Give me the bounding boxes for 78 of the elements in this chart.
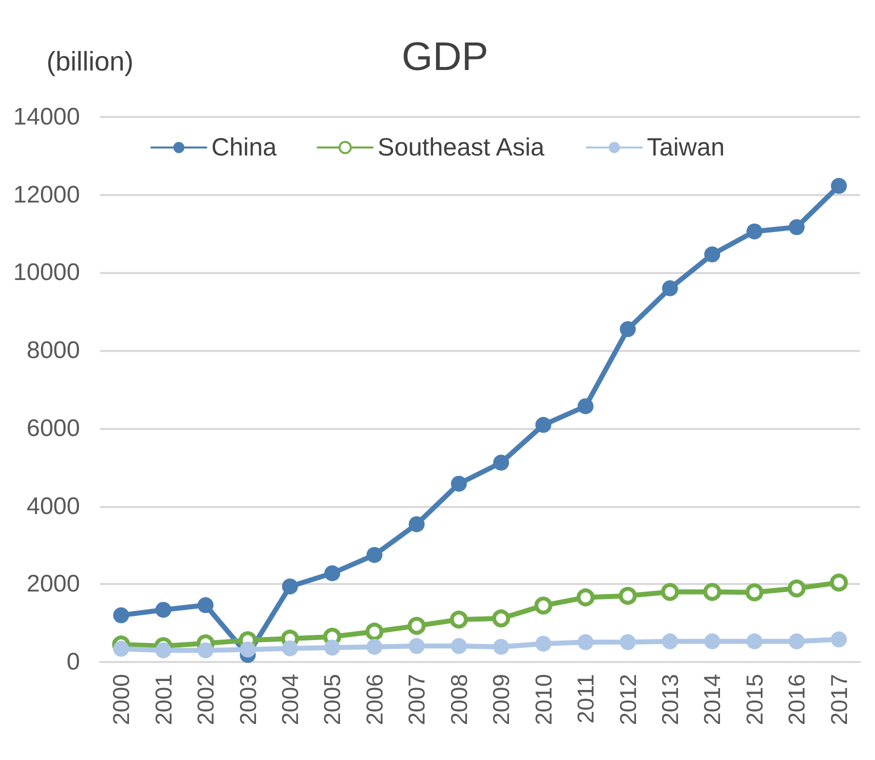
point <box>408 516 425 532</box>
x-tick-label: 2012 <box>614 674 641 726</box>
point <box>618 586 637 605</box>
legend-label: Southeast Asia <box>378 134 545 162</box>
y-tick-label: 8000 <box>26 337 80 364</box>
point <box>830 178 847 194</box>
point <box>703 582 722 601</box>
x-tick-label: 2005 <box>319 674 346 726</box>
y-tick-label: 12000 <box>13 181 80 208</box>
x-tick-label: 2001 <box>150 674 176 726</box>
point <box>661 582 679 601</box>
point <box>408 616 426 635</box>
point <box>366 638 382 655</box>
point <box>830 574 848 592</box>
y-tick-label: 4000 <box>26 492 80 520</box>
legend-label: China <box>211 134 277 162</box>
point <box>576 588 595 606</box>
point <box>746 633 762 650</box>
x-tick-label: 2016 <box>784 674 810 726</box>
point <box>704 246 720 262</box>
x-tick-label: 2008 <box>446 674 472 726</box>
point <box>746 223 762 240</box>
point <box>155 602 172 618</box>
point <box>493 454 510 471</box>
legend-label: Taiwan <box>646 134 725 162</box>
x-tick-label: 2000 <box>108 674 134 726</box>
point <box>240 642 256 658</box>
point <box>788 219 805 236</box>
point <box>662 633 678 650</box>
point <box>535 636 552 652</box>
point <box>578 634 594 650</box>
point <box>450 476 467 492</box>
point <box>282 640 298 656</box>
point <box>113 640 130 657</box>
point <box>282 578 298 594</box>
point <box>492 609 510 628</box>
x-tick-label: 2006 <box>361 674 388 726</box>
point <box>366 546 382 563</box>
point <box>408 638 425 654</box>
point <box>704 633 720 650</box>
point <box>662 280 678 296</box>
point <box>788 633 805 650</box>
point <box>324 640 340 656</box>
x-tick-label: 2004 <box>277 674 303 726</box>
x-tick-label: 2003 <box>234 674 261 726</box>
x-tick-label: 2017 <box>826 674 852 726</box>
point <box>745 583 764 602</box>
point <box>365 622 384 641</box>
chart-title: GDP <box>402 35 488 79</box>
x-tick-label: 2007 <box>404 674 430 726</box>
point <box>620 634 636 650</box>
point <box>534 596 552 615</box>
x-tick-label: 2010 <box>530 674 556 726</box>
x-tick-label: 2014 <box>699 674 726 726</box>
point <box>450 610 468 629</box>
point <box>113 607 130 624</box>
y-axis-title: (billion) <box>46 46 134 76</box>
x-tick-label: 2013 <box>657 674 683 726</box>
point <box>788 579 806 598</box>
point <box>578 398 594 414</box>
x-tick-label: 2011 <box>572 674 599 724</box>
y-tick-label: 10000 <box>13 259 80 286</box>
x-tick-label: 2015 <box>741 674 768 726</box>
y-tick-label: 0 <box>66 648 80 676</box>
x-tick-label: 2009 <box>488 674 514 726</box>
point <box>450 638 467 654</box>
point <box>155 642 172 658</box>
y-tick-label: 2000 <box>26 570 80 598</box>
point <box>493 638 510 655</box>
point <box>198 642 214 658</box>
y-tick-label: 6000 <box>26 414 80 442</box>
point <box>620 321 636 338</box>
point <box>830 631 847 648</box>
point <box>535 416 552 433</box>
y-tick-label: 14000 <box>13 104 80 130</box>
point <box>198 597 214 614</box>
point <box>324 565 340 582</box>
x-tick-label: 2002 <box>192 674 219 726</box>
